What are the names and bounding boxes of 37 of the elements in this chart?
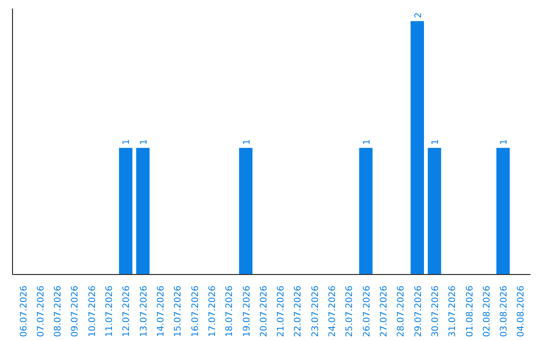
x-tick-label: 28.07.2026 xyxy=(396,285,407,338)
data-label: 1 xyxy=(500,139,510,145)
x-tick-label: 02.08.2026 xyxy=(482,285,492,338)
x-tick-label: 20.07.2026 xyxy=(259,285,270,338)
x-tick-label: 18.07.2026 xyxy=(225,285,236,338)
x-tick-label: 30.07.2026 xyxy=(430,285,441,338)
x-tick-label: 21.07.2026 xyxy=(276,285,287,338)
x-tick-label: 25.07.2026 xyxy=(345,285,356,338)
x-tick-label: 29.07.2026 xyxy=(414,285,424,338)
x-tick-label: 24.07.2026 xyxy=(328,285,338,338)
x-tick-label: 01.08.2026 xyxy=(465,285,476,338)
x-tick-label: 26.07.2026 xyxy=(362,285,372,338)
x-tick-label: 03.08.2026 xyxy=(500,285,510,338)
x-tick-label: 17.07.2026 xyxy=(208,285,218,338)
x-tick-label: 15.07.2026 xyxy=(174,285,184,338)
data-label: 1 xyxy=(430,139,441,145)
x-tick-label: 12.07.2026 xyxy=(122,285,132,338)
x-tick-label: 11.07.2026 xyxy=(105,285,116,338)
data-label: 1 xyxy=(122,139,132,145)
x-tick-label: 22.07.2026 xyxy=(294,285,304,338)
x-tick-label: 06.07.2026 xyxy=(19,285,30,338)
data-label: 1 xyxy=(139,139,150,145)
x-tick-label: 19.07.2026 xyxy=(242,285,252,338)
x-tick-label: 04.08.2026 xyxy=(516,285,527,338)
x-tick-label: 08.07.2026 xyxy=(54,285,64,338)
x-tick-label: 16.07.2026 xyxy=(190,285,201,338)
data-label: 2 xyxy=(414,12,424,18)
data-label: 1 xyxy=(362,139,372,145)
x-tick-label: 13.07.2026 xyxy=(139,285,150,338)
x-tick-label: 23.07.2026 xyxy=(310,285,321,338)
x-tick-label: 10.07.2026 xyxy=(88,285,98,338)
x-tick-label: 31.07.2026 xyxy=(448,285,458,338)
x-tick-label: 07.07.2026 xyxy=(36,285,46,338)
x-tick-label: 27.07.2026 xyxy=(379,285,390,338)
x-tick-label: 09.07.2026 xyxy=(70,285,81,338)
data-label: 1 xyxy=(242,139,252,145)
x-tick-label: 14.07.2026 xyxy=(156,285,167,338)
